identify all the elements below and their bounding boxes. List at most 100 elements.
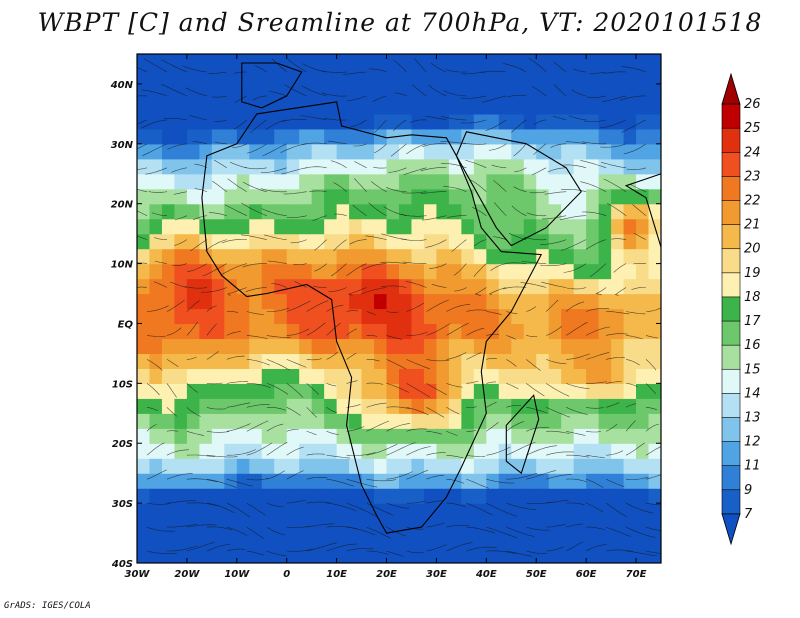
field-cell <box>548 428 562 444</box>
field-cell <box>573 263 587 280</box>
streamline <box>261 208 287 216</box>
streamline <box>326 407 337 413</box>
streamline <box>226 478 253 487</box>
streamline <box>206 305 217 312</box>
field-cell <box>573 338 587 355</box>
field-cell <box>174 323 188 340</box>
field-cell <box>511 398 525 414</box>
streamline <box>333 239 347 252</box>
field-cell <box>274 353 288 369</box>
field-cell <box>137 323 151 340</box>
field-cell <box>598 263 612 280</box>
field-cell <box>324 143 338 160</box>
streamline <box>571 89 587 97</box>
streamline <box>366 526 391 539</box>
field-cell <box>186 263 200 280</box>
field-cell <box>548 443 562 459</box>
field-cell <box>399 398 413 414</box>
field-cell <box>561 413 575 429</box>
streamline <box>226 423 251 432</box>
streamline <box>546 523 566 528</box>
field-cell <box>611 548 625 563</box>
streamline <box>506 502 537 510</box>
field-cell <box>436 323 450 340</box>
streamline <box>466 429 477 432</box>
field-cell <box>623 233 637 250</box>
field-cell <box>174 113 188 130</box>
field-cell <box>324 83 338 100</box>
field-cell <box>586 503 600 519</box>
field-cell <box>336 383 350 399</box>
streamline <box>306 501 332 504</box>
streamline <box>306 300 329 312</box>
field-cell <box>598 113 612 130</box>
field-cell <box>361 248 375 265</box>
streamline <box>486 502 517 517</box>
field-cell <box>274 383 288 399</box>
field-cell <box>149 428 163 444</box>
streamline <box>386 442 416 456</box>
field-cell <box>236 323 250 340</box>
arabia-outline <box>455 131 582 247</box>
field-cell <box>299 473 313 489</box>
field-cell <box>623 443 637 459</box>
streamline <box>563 263 587 273</box>
streamline <box>154 237 167 240</box>
field-cell <box>448 278 462 295</box>
field-cell <box>598 398 612 414</box>
field-cell <box>598 218 612 235</box>
field-cell <box>648 54 661 70</box>
field-cell <box>211 68 225 85</box>
field-cell <box>399 533 413 549</box>
field-cell <box>199 428 213 444</box>
field-cell <box>473 278 487 295</box>
field-cell <box>648 383 661 399</box>
field-cell <box>461 233 475 250</box>
streamline <box>211 95 227 98</box>
field-cell <box>161 338 176 355</box>
streamline <box>546 430 570 434</box>
streamline <box>366 420 390 432</box>
streamline <box>334 213 347 216</box>
streamline <box>540 263 567 266</box>
field-cell <box>486 68 500 85</box>
field-cell <box>623 413 637 429</box>
field-cell <box>461 203 475 220</box>
field-cell <box>386 473 400 489</box>
field-cell <box>324 413 338 429</box>
field-cell <box>261 128 275 145</box>
field-cell <box>548 473 562 489</box>
field-cell <box>149 458 163 474</box>
streamline <box>580 181 607 192</box>
streamline <box>441 116 467 121</box>
field-cell <box>211 158 225 175</box>
streamline <box>403 167 427 175</box>
streamline <box>586 431 601 433</box>
field-cell <box>349 113 363 130</box>
streamline <box>137 119 148 125</box>
streamline <box>226 381 249 384</box>
field-cell <box>137 353 151 369</box>
field-cell <box>324 383 338 399</box>
field-cell <box>411 188 425 205</box>
streamline <box>446 502 467 508</box>
streamline <box>269 90 287 97</box>
field-cell <box>374 383 388 399</box>
streamline <box>326 478 354 487</box>
field-cell <box>149 338 163 355</box>
field-cell <box>324 428 338 444</box>
field-cell <box>211 278 225 295</box>
streamline <box>586 95 607 98</box>
field-cell <box>436 203 450 220</box>
streamline <box>353 143 367 147</box>
streamline <box>645 446 661 456</box>
streamline <box>631 287 646 290</box>
field-cell <box>161 548 176 563</box>
field-cell <box>511 263 525 280</box>
streamline <box>346 526 376 536</box>
field-cell <box>448 398 462 414</box>
field-cell <box>374 368 388 384</box>
streamline <box>625 502 654 514</box>
field-cell <box>286 218 300 235</box>
field-cell <box>299 428 313 444</box>
